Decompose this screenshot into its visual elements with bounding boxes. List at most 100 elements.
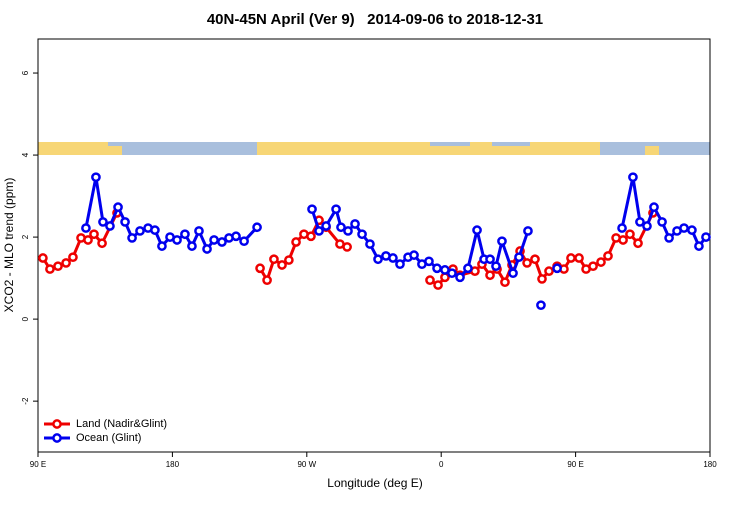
data-point bbox=[596, 257, 606, 267]
data-point bbox=[89, 229, 99, 240]
plot-frame bbox=[37, 38, 711, 453]
data-point bbox=[679, 223, 689, 233]
data-point bbox=[701, 232, 711, 242]
data-point bbox=[694, 241, 704, 251]
data-point bbox=[284, 255, 294, 265]
data-point bbox=[68, 252, 78, 263]
x-tick-label: 180 bbox=[166, 460, 180, 469]
data-point bbox=[687, 225, 697, 235]
land-mask bbox=[38, 142, 710, 155]
data-point bbox=[588, 261, 598, 272]
data-point bbox=[574, 253, 584, 263]
data-point bbox=[61, 258, 71, 268]
data-point bbox=[433, 280, 443, 290]
data-point bbox=[544, 266, 554, 276]
data-point bbox=[120, 217, 130, 227]
x-axis-label: Longitude (deg E) bbox=[327, 476, 422, 490]
data-point bbox=[491, 261, 501, 272]
data-point bbox=[262, 275, 272, 286]
land-strip bbox=[470, 142, 492, 147]
legend-marker bbox=[52, 419, 62, 429]
data-point bbox=[91, 172, 101, 183]
x-tick-label: 90 W bbox=[297, 460, 316, 469]
data-point bbox=[365, 239, 375, 249]
data-point bbox=[239, 236, 249, 247]
data-point bbox=[343, 226, 353, 236]
data-point bbox=[432, 263, 442, 274]
data-point bbox=[633, 238, 643, 249]
data-point bbox=[97, 238, 107, 249]
data-point bbox=[485, 270, 495, 281]
y-axis-label: XCO2 - MLO trend (ppm) bbox=[2, 178, 16, 313]
data-point bbox=[150, 225, 160, 235]
data-point bbox=[485, 254, 495, 265]
land-strip bbox=[530, 142, 600, 155]
land-strip bbox=[108, 146, 122, 155]
data-point bbox=[463, 263, 473, 274]
data-point bbox=[306, 231, 316, 242]
data-point bbox=[409, 250, 419, 260]
y-tick-label: 6 bbox=[21, 70, 30, 75]
land-strip bbox=[38, 142, 108, 155]
data-point bbox=[522, 258, 532, 268]
data-point bbox=[269, 254, 279, 265]
legend-marker bbox=[52, 433, 62, 443]
data-point bbox=[252, 222, 262, 233]
data-point bbox=[127, 233, 137, 243]
data-point bbox=[472, 225, 482, 235]
data-point bbox=[187, 241, 197, 251]
x-tick-label: 90 E bbox=[30, 460, 46, 469]
data-point bbox=[209, 235, 219, 245]
data-point bbox=[628, 172, 638, 183]
data-point bbox=[314, 226, 324, 236]
data-point bbox=[447, 268, 457, 279]
data-point bbox=[157, 241, 167, 251]
y-tick-label: 2 bbox=[21, 234, 30, 239]
data-point bbox=[530, 254, 540, 265]
data-point bbox=[342, 242, 352, 252]
data-point bbox=[291, 237, 301, 247]
data-point bbox=[388, 253, 398, 263]
x-tick-label: 180 bbox=[703, 460, 717, 469]
data-point bbox=[664, 233, 674, 243]
y-tick-label: -2 bbox=[21, 397, 30, 405]
land-strip bbox=[257, 142, 430, 155]
data-point bbox=[217, 237, 227, 247]
data-point bbox=[537, 274, 547, 284]
data-point bbox=[321, 221, 331, 231]
data-point bbox=[566, 253, 576, 263]
data-point bbox=[45, 264, 55, 274]
data-point bbox=[331, 204, 341, 215]
data-point bbox=[350, 219, 360, 229]
data-point bbox=[336, 222, 346, 233]
data-point bbox=[649, 202, 659, 213]
data-point bbox=[395, 259, 405, 270]
y-tick-label: 0 bbox=[21, 316, 30, 321]
legend-label: Ocean (Glint) bbox=[76, 432, 141, 444]
data-point bbox=[255, 263, 265, 274]
data-point bbox=[83, 235, 93, 245]
data-point bbox=[38, 253, 48, 263]
legend-label: Land (Nadir&Glint) bbox=[76, 418, 167, 430]
x-tick-label: 90 E bbox=[567, 460, 583, 469]
data-point bbox=[81, 223, 91, 233]
data-point bbox=[194, 226, 204, 236]
data-point bbox=[113, 202, 123, 213]
data-point bbox=[277, 260, 287, 270]
data-point bbox=[357, 229, 367, 240]
data-point bbox=[53, 261, 63, 272]
data-point bbox=[98, 217, 108, 227]
data-point bbox=[618, 235, 628, 245]
data-point bbox=[424, 256, 434, 267]
data-point bbox=[135, 226, 145, 236]
data-point bbox=[635, 217, 645, 227]
data-point bbox=[497, 236, 507, 247]
data-point bbox=[625, 229, 635, 240]
data-point bbox=[603, 251, 613, 261]
data-point bbox=[202, 244, 212, 254]
data-point bbox=[172, 235, 182, 245]
data-point bbox=[657, 217, 667, 227]
data-point bbox=[508, 268, 518, 279]
